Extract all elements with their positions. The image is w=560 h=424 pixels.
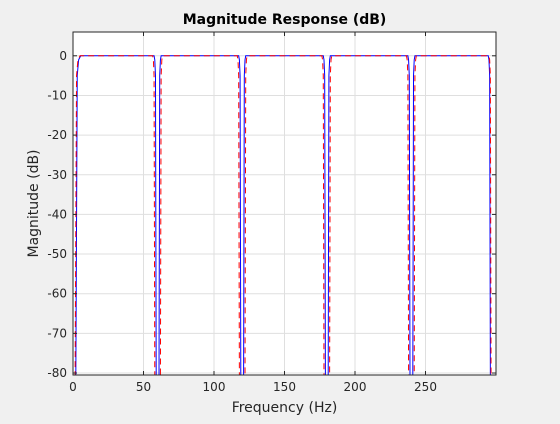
x-tick-label: 100: [203, 380, 226, 394]
tick-marks: 0 50 100 150 200 250 0 -10 -20 -30 -40 -50 -60 -70 -80: [47, 32, 496, 394]
y-tick-label: -20: [47, 128, 67, 142]
x-tick-label: 50: [136, 380, 151, 394]
chart-title: Magnitude Response (dB): [183, 12, 387, 28]
x-tick-label: 0: [69, 380, 77, 394]
y-axis-label: Magnitude (dB): [26, 149, 42, 257]
y-tick-label: -40: [47, 207, 67, 221]
y-tick-label: -50: [47, 247, 67, 261]
x-tick-label: 200: [344, 380, 367, 394]
x-tick-label: 150: [273, 380, 296, 394]
y-tick-label: -60: [47, 287, 67, 301]
x-tick-label: 250: [414, 380, 437, 394]
y-tick-label: -70: [47, 326, 67, 340]
series-line-2: [73, 55, 496, 375]
y-tick-label: -10: [47, 88, 67, 102]
y-tick-label: -30: [47, 168, 67, 182]
y-tick-label: 0: [59, 49, 67, 63]
x-axis-label: Frequency (Hz): [232, 400, 338, 416]
y-tick-label: -80: [47, 366, 67, 380]
series-layer: [73, 55, 496, 375]
